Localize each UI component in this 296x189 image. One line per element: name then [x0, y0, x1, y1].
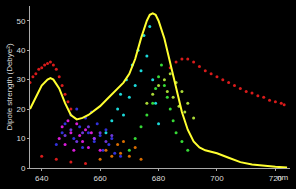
svg-text:30: 30	[16, 75, 25, 84]
svg-text:680: 680	[152, 174, 166, 183]
svg-text:10: 10	[16, 134, 25, 143]
svg-text:nm: nm	[277, 173, 288, 182]
svg-text:720: 720	[269, 174, 283, 183]
svg-text:700: 700	[210, 174, 224, 183]
svg-text:20: 20	[16, 105, 25, 114]
svg-text:40: 40	[16, 46, 25, 55]
svg-text:Dipole strength (Debye²): Dipole strength (Debye²)	[5, 43, 14, 130]
svg-text:660: 660	[93, 174, 107, 183]
svg-text:0: 0	[21, 164, 26, 173]
svg-text:50: 50	[16, 17, 25, 26]
svg-text:640: 640	[35, 174, 49, 183]
